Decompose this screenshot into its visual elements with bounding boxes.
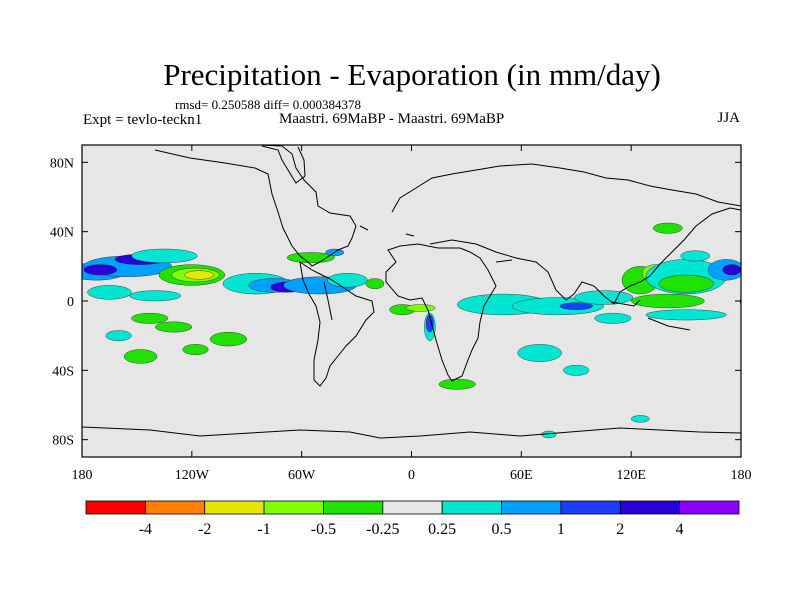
x-tick-label: 0 — [408, 468, 415, 483]
y-axis: 80N 40N 0 40S 80S — [50, 156, 741, 449]
field-region — [182, 344, 209, 355]
colorbar-label: -0.5 — [311, 521, 336, 538]
colorbar-swatch — [85, 500, 146, 515]
field-region — [630, 293, 705, 309]
colorbar-swatch — [323, 500, 384, 515]
x-tick-label: 60E — [510, 468, 533, 483]
y-tick-label: 40N — [50, 226, 74, 241]
coastline-asia-south — [429, 207, 741, 305]
colorbar-swatch — [204, 500, 265, 515]
x-tick-label: 180 — [72, 468, 93, 483]
colorbar-swatch — [441, 500, 502, 515]
colorbar-label: -0.25 — [366, 521, 399, 538]
field-region — [559, 302, 593, 310]
x-tick-label: 120W — [175, 468, 210, 483]
y-tick-label: 80S — [52, 434, 74, 449]
colorbar-label: 1 — [557, 521, 565, 538]
field-region — [630, 415, 650, 423]
colorbar-label: 0.5 — [492, 521, 512, 538]
colorbar-label: 2 — [616, 521, 624, 538]
field-region — [123, 349, 158, 364]
field-region — [722, 264, 741, 276]
field-region — [131, 248, 198, 264]
colorbar-swatch — [144, 500, 206, 515]
field-region — [131, 312, 169, 324]
experiment-label: Expt = tevlo-teckn1 — [83, 112, 202, 128]
colorbar-label: 4 — [676, 521, 684, 538]
field-region — [365, 278, 385, 290]
stats-line: rmsd= 0.250588 diff= 0.000384378 — [175, 97, 361, 112]
y-tick-label: 0 — [67, 295, 74, 310]
colorbar-label: -4 — [139, 521, 152, 538]
field-region — [517, 344, 562, 362]
coastline-greenland — [261, 145, 306, 184]
colorbar-swatch — [619, 500, 681, 515]
field-region — [83, 264, 117, 276]
x-tick-label: 120E — [616, 468, 646, 483]
coastline-south-america — [299, 260, 375, 387]
field-region — [574, 290, 634, 305]
x-axis: 180 120W 60W 0 60E 120E 180 — [72, 145, 752, 483]
field-region — [105, 330, 132, 342]
y-tick-label: 80N — [50, 156, 74, 171]
colorbar-swatch — [560, 500, 621, 515]
x-tick-label: 180 — [731, 468, 752, 483]
chart-title: Precipitation - Evaporation (in mm/day) — [163, 57, 661, 92]
field-region — [209, 332, 247, 347]
field-region — [658, 274, 714, 293]
colorbar: -4 -2 -1 -0.5 -0.25 0.25 0.5 1 2 4 — [85, 500, 740, 538]
comparison-label: Maastri. 69MaBP - Maastri. 69MaBP — [279, 111, 504, 127]
field-region — [594, 312, 632, 324]
field-region — [680, 250, 711, 262]
field-region — [184, 270, 214, 280]
coastlines — [82, 145, 741, 439]
colorbar-label: -1 — [257, 521, 270, 538]
coastline-australia-antarctica — [82, 426, 741, 439]
colorbar-swatch — [501, 500, 562, 515]
field-region — [652, 222, 683, 234]
x-tick-label: 60W — [288, 468, 316, 483]
field-region — [87, 285, 132, 300]
y-tick-label: 40S — [52, 364, 74, 379]
field-region — [155, 321, 193, 333]
coastline-eurasia-north — [391, 163, 741, 213]
field-region — [129, 290, 182, 302]
field-region — [327, 273, 368, 288]
field-layer — [82, 222, 741, 439]
field-region — [438, 378, 476, 390]
coastline-north-america — [154, 145, 357, 267]
season-label: JJA — [717, 110, 740, 126]
coastline-africa-europe — [385, 243, 497, 382]
colorbar-swatch — [263, 500, 324, 515]
field-region — [405, 304, 436, 312]
coastline-islands — [323, 225, 741, 331]
colorbar-label: -2 — [198, 521, 211, 538]
colorbar-label: 0.25 — [428, 521, 456, 538]
field-region — [563, 364, 590, 376]
colorbar-swatch — [679, 500, 740, 515]
field-region — [645, 309, 727, 321]
colorbar-swatch — [382, 500, 443, 515]
